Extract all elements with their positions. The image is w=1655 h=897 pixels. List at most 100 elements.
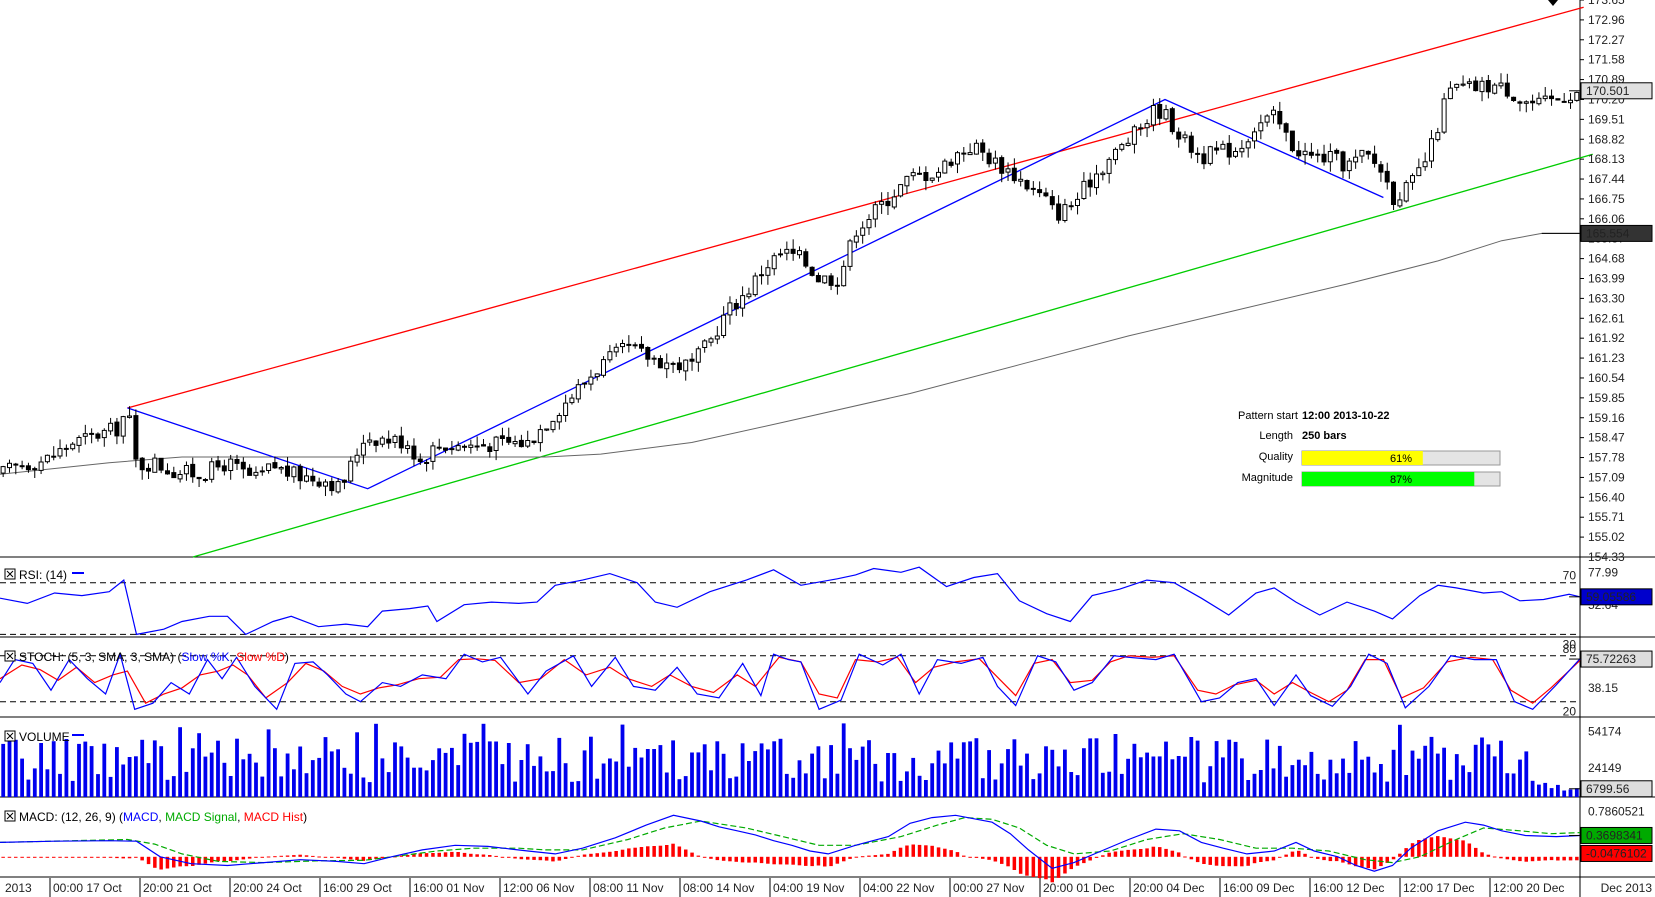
- macd-hist-bar: [690, 852, 694, 857]
- stoch-title: STOCH: (5, 3, SMA, 3, SMA) (Slow %K, Slo…: [19, 650, 289, 664]
- candle-body: [177, 474, 183, 480]
- macd-hist-bar: [538, 856, 543, 861]
- macd-hist-bar: [450, 851, 454, 857]
- macd-hist-bar: [412, 854, 416, 857]
- candle-body: [215, 460, 221, 468]
- macd-hist-bar: [1423, 838, 1427, 857]
- volume-bar: [64, 739, 69, 797]
- volume-bar: [1107, 771, 1112, 797]
- candle-body: [879, 201, 885, 205]
- candle-body: [563, 402, 569, 417]
- candle-body: [1378, 164, 1384, 173]
- candle-body: [1125, 142, 1131, 147]
- candle-body: [885, 200, 891, 207]
- volume-bar: [1183, 756, 1187, 797]
- macd-hist-bar: [77, 856, 81, 858]
- macd-hist-bar: [323, 856, 328, 858]
- candle-body: [165, 470, 170, 475]
- candle-body: [1094, 173, 1099, 189]
- chart-corner-marker-icon: [1548, 0, 1558, 6]
- volume-bar: [810, 753, 814, 797]
- volume-title: VOLUME: [19, 730, 70, 744]
- candle-body: [190, 463, 196, 478]
- volume-bar: [77, 743, 81, 797]
- magnitude-value: 87%: [1390, 474, 1412, 486]
- time-tick-label: 12:00 06 Nov: [503, 881, 574, 895]
- macd-hist-bar: [785, 856, 789, 865]
- price-tick-label: 163.99: [1588, 272, 1625, 286]
- volume-bar: [235, 738, 239, 797]
- volume-bar: [1404, 775, 1409, 797]
- macd-hist-bar: [462, 852, 467, 857]
- candle-body: [25, 465, 31, 471]
- stoch-legend-slow-d: Slow %D: [236, 650, 285, 664]
- volume-bar: [532, 765, 536, 797]
- macd-hist-bar: [197, 856, 201, 865]
- candle-body: [752, 275, 758, 296]
- candle-body: [1239, 147, 1245, 153]
- volume-bar: [190, 748, 195, 797]
- volume-bar: [51, 741, 56, 797]
- volume-bar: [1543, 782, 1548, 797]
- stochastic-panel[interactable]: 80 20 38.15 75.72263 STOCH: (5, 3, SMA, 3, …: [0, 642, 1655, 719]
- volume-bar: [772, 741, 777, 797]
- volume-bar: [1511, 773, 1516, 797]
- candle-body: [506, 436, 512, 443]
- candle-body: [1119, 144, 1125, 150]
- volume-bar: [506, 743, 511, 797]
- candle-body: [1113, 148, 1118, 161]
- ma-price-tag: [1580, 224, 1653, 242]
- price-tick-label: 172.27: [1588, 33, 1625, 47]
- macd-hist-bar: [1436, 836, 1440, 857]
- volume-bar: [127, 757, 132, 797]
- volume-bar: [1221, 757, 1225, 797]
- volume-bar: [898, 780, 903, 797]
- volume-bar: [905, 771, 909, 797]
- macd-hist-bar: [1025, 856, 1029, 876]
- volume-bar: [759, 743, 764, 797]
- volume-plot-area: 54174 24149 6799.56: [0, 723, 1655, 798]
- volume-bar: [424, 770, 429, 797]
- candle-body: [13, 463, 19, 466]
- pattern-quality-label: Quality: [1259, 451, 1294, 463]
- rsi-current-value: 59.05586: [1586, 590, 1636, 604]
- candle-body: [32, 468, 38, 471]
- volume-panel[interactable]: 54174 24149 6799.56 VOLUME: [0, 723, 1655, 798]
- macd-hist-bar: [475, 854, 479, 857]
- candle-body: [1024, 180, 1030, 190]
- candle-body: [247, 467, 253, 476]
- rsi-title: RSI: (14): [19, 568, 67, 582]
- price-tick-label: 161.92: [1588, 331, 1625, 345]
- macd-hist-bar: [115, 856, 119, 859]
- candle-body: [1182, 134, 1188, 139]
- volume-bar: [216, 740, 220, 797]
- volume-bar: [1574, 788, 1579, 797]
- macd-hist-bar: [361, 856, 366, 861]
- candle-body: [1485, 80, 1491, 93]
- candle-body: [398, 435, 404, 449]
- candle-body: [917, 172, 922, 175]
- moving-average-line: [0, 232, 1580, 475]
- candle-body: [341, 479, 347, 483]
- volume-bar: [1145, 752, 1149, 797]
- macd-hist-bar: [728, 856, 732, 862]
- volume-bar: [348, 773, 353, 797]
- candle-body: [1340, 151, 1346, 172]
- candle-body: [1037, 189, 1043, 194]
- macd-panel[interactable]: 0.7860521 0.3698341 -0.0476102 MACD: (12, …: [0, 804, 1655, 883]
- macd-hist-bar: [349, 856, 353, 860]
- macd-hist-bar: [1, 856, 5, 858]
- macd-hist-bar: [254, 856, 258, 858]
- macd-hist-bar: [848, 856, 852, 859]
- macd-hist-bar: [911, 844, 915, 857]
- candle-body: [594, 373, 600, 378]
- candle-body: [196, 476, 202, 480]
- macd-hist-bar: [1195, 856, 1200, 863]
- volume-bar: [829, 745, 833, 797]
- macd-hist-bar: [1474, 847, 1478, 857]
- candle-body: [512, 441, 518, 445]
- candle-body: [436, 446, 442, 449]
- macd-hist-bar: [557, 856, 562, 861]
